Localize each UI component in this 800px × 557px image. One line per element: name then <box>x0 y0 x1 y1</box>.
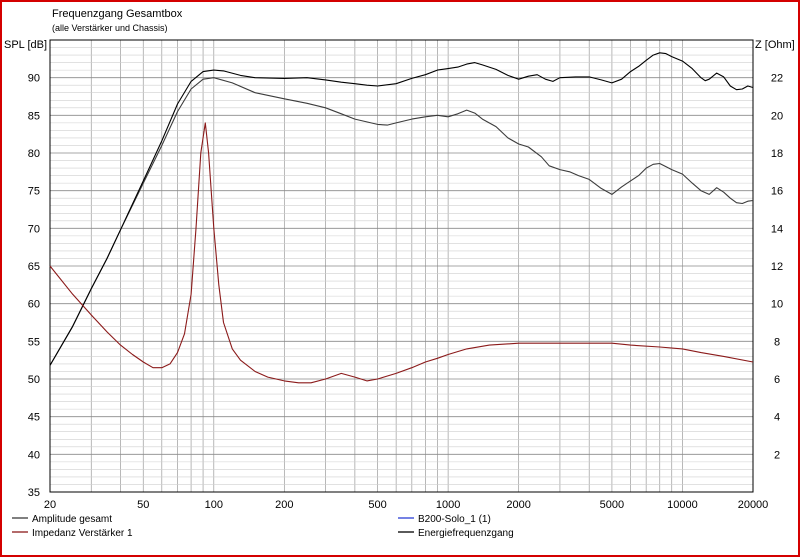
y-left-tick-label: 50 <box>28 374 40 386</box>
y-axis-right-label: Z [Ohm] <box>755 39 795 51</box>
x-tick-label: 2000 <box>506 499 530 511</box>
y-left-tick-label: 70 <box>28 223 40 235</box>
y-left-tick-label: 80 <box>28 148 40 160</box>
y-right-tick-label: 22 <box>771 73 783 85</box>
y-left-tick-label: 65 <box>28 261 40 273</box>
x-tick-label: 200 <box>275 499 293 511</box>
x-tick-label: 1000 <box>436 499 460 511</box>
x-tick-label: 20000 <box>738 499 769 511</box>
y-left-tick-label: 90 <box>28 73 40 85</box>
y-right-tick-label: 6 <box>774 374 780 386</box>
y-right-tick-label: 14 <box>771 223 783 235</box>
y-left-tick-label: 40 <box>28 449 40 461</box>
y-right-tick-label: 16 <box>771 186 783 198</box>
legend: Amplitude gesamt Impedanz Verstärker 1 B20… <box>12 514 514 539</box>
y-axis-left-label: SPL [dB] <box>4 39 47 51</box>
x-tick-label: 10000 <box>667 499 698 511</box>
x-tick-label: 50 <box>137 499 149 511</box>
legend-label: Impedanz Verstärker 1 <box>32 528 133 539</box>
y-left-tick-label: 75 <box>28 186 40 198</box>
y-left-tick-label: 60 <box>28 299 40 311</box>
y-right-tick-label: 20 <box>771 110 783 122</box>
y-left-tick-label: 45 <box>28 412 40 424</box>
y-right-tick-label: 10 <box>771 299 783 311</box>
y-right-tick-label: 18 <box>771 148 783 160</box>
y-left-tick-label: 55 <box>28 336 40 348</box>
chart-grid <box>50 40 753 492</box>
legend-label: Amplitude gesamt <box>32 514 112 525</box>
series-line-energiefrequenzgang <box>49 52 754 366</box>
y-left-tick-label: 85 <box>28 110 40 122</box>
legend-label: B200-Solo_1 (1) <box>418 514 491 525</box>
x-tick-label: 20 <box>44 499 56 511</box>
y-right-tick-label: 4 <box>774 412 780 424</box>
chart-title: Frequenzgang Gesamtbox <box>52 8 183 20</box>
series-line-amplitude-gesamt <box>49 77 754 366</box>
x-tick-label: 500 <box>368 499 386 511</box>
chart-subtitle: (alle Verstärker und Chassis) <box>52 23 168 33</box>
y-right-tick-label: 12 <box>771 261 783 273</box>
series-lines <box>49 52 754 384</box>
series-line-impedanz-verst-rker-1 <box>49 122 754 384</box>
x-tick-label: 5000 <box>600 499 624 511</box>
y-right-tick-label: 2 <box>774 449 780 461</box>
legend-label: Energiefrequenzgang <box>418 528 514 539</box>
y-right-tick-label: 8 <box>774 336 780 348</box>
y-left-tick-label: 35 <box>28 487 40 499</box>
x-tick-label: 100 <box>205 499 223 511</box>
axis-ticks: 20 50 100 200 500 1000 2000 5000 10000 20000 35 40 4… <box>28 73 783 511</box>
